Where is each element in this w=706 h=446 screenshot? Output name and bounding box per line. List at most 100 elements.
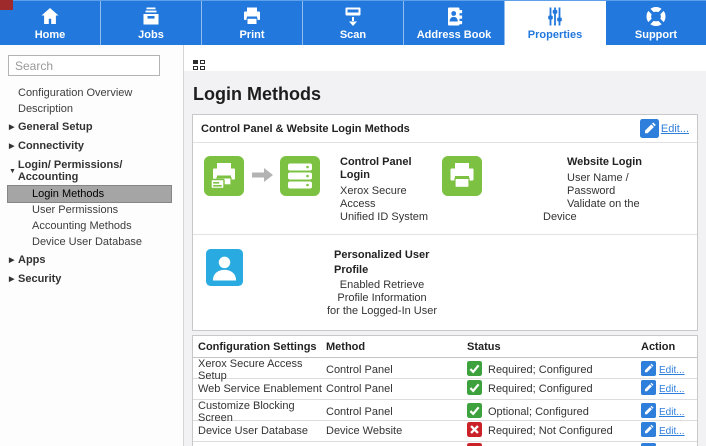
pencil-icon[interactable] bbox=[641, 380, 656, 398]
tab-support[interactable]: Support bbox=[606, 1, 706, 45]
text-line: User Name / bbox=[567, 172, 629, 184]
server-icon bbox=[280, 156, 320, 201]
text-line: Password bbox=[567, 185, 616, 197]
config-table-body: Xerox Secure Access Setup Control Panel Re… bbox=[193, 358, 697, 446]
tab-address-book[interactable]: Address Book bbox=[404, 1, 505, 45]
sidebar-item-login-methods[interactable]: Login Methods bbox=[7, 185, 172, 203]
sidebar-item-security[interactable]: ▶ Security bbox=[8, 269, 183, 288]
row-edit-link[interactable]: Edit... bbox=[659, 425, 685, 437]
method-cell: Control Panel bbox=[326, 364, 393, 376]
printer-card-icon bbox=[204, 156, 244, 201]
printer-green-icon bbox=[442, 156, 482, 201]
home-icon bbox=[38, 6, 62, 27]
status-text: Optional; Configured bbox=[488, 406, 589, 418]
control-panel-login-title: Control Panel Login bbox=[340, 156, 412, 181]
action-cell: Edit... bbox=[641, 361, 697, 379]
sidebar-item-label: Accounting Methods bbox=[32, 220, 132, 232]
search-input[interactable] bbox=[8, 55, 160, 76]
sidebar-item-accounting-methods[interactable]: Accounting Methods bbox=[8, 218, 183, 234]
configuration-table: Configuration Settings Method Status Act… bbox=[192, 335, 698, 446]
sidebar-item-device-user-database[interactable]: Device User Database bbox=[8, 234, 183, 250]
sidebar-item-user-permissions[interactable]: User Permissions bbox=[8, 202, 183, 218]
control-panel-login-text: Control Panel Login Xerox Secure Access … bbox=[340, 156, 436, 224]
panel-edit-button[interactable]: Edit... bbox=[639, 119, 689, 138]
tab-label: Support bbox=[634, 28, 678, 41]
status-cell: Optional; Configured bbox=[467, 403, 641, 421]
table-row: Customize Blocking Screen Control Panel Op… bbox=[193, 400, 697, 424]
page-title: Login Methods bbox=[193, 84, 321, 104]
status-cell: Required; Configured bbox=[467, 361, 641, 379]
sidebar-item-connectivity[interactable]: ▶ Connectivity bbox=[8, 136, 183, 155]
top-nav: Home Jobs Print Scan Address Book Proper… bbox=[0, 0, 706, 45]
panel-header-label: Control Panel & Website Login Methods bbox=[201, 122, 410, 135]
table-row: Xerox Secure Access Setup Control Panel Re… bbox=[193, 358, 697, 382]
tab-scan[interactable]: Scan bbox=[303, 1, 404, 45]
check-filled-icon bbox=[467, 403, 482, 421]
col-header-action: Action bbox=[641, 340, 676, 353]
text-line: Unified ID System bbox=[340, 211, 429, 223]
address-book-icon bbox=[442, 6, 466, 27]
panel-edit-link[interactable]: Edit... bbox=[660, 122, 689, 135]
row-edit-link[interactable]: Edit... bbox=[659, 406, 685, 418]
text-line: Profile Information bbox=[337, 292, 427, 304]
col-header-method: Method bbox=[326, 340, 366, 353]
row-edit-link[interactable]: Edit... bbox=[659, 364, 685, 376]
action-cell: Edit... bbox=[641, 403, 697, 421]
setting-cell: Device User Database bbox=[198, 425, 309, 437]
status-text: Required; Configured bbox=[488, 383, 593, 395]
text-line: Profile bbox=[334, 264, 369, 276]
sidebar-nav: Configuration Overview Description ▶ Genera… bbox=[7, 85, 183, 288]
text-line: Validate on the bbox=[567, 198, 640, 210]
tab-properties[interactable]: Properties bbox=[505, 1, 606, 45]
table-row: Device User Database Device Website Requir… bbox=[193, 421, 697, 442]
chevron-right-icon: ▶ bbox=[9, 276, 15, 283]
setting-cell: Web Service Enablement bbox=[198, 383, 322, 395]
sidebar-item-login-permissions-accounting[interactable]: ▼ Login/ Permissions/ Accounting bbox=[8, 155, 183, 186]
website-login-title: Website Login bbox=[567, 156, 642, 168]
tab-jobs[interactable]: Jobs bbox=[101, 1, 202, 45]
sidebar-item-general-setup[interactable]: ▶ General Setup bbox=[8, 117, 183, 136]
status-cell: Required; Not Configured bbox=[467, 443, 641, 446]
text-line: Enabled Retrieve bbox=[339, 279, 425, 291]
corner-red-artifact bbox=[0, 0, 13, 10]
sidebar-item-label: Description bbox=[18, 103, 74, 115]
col-header-configuration-settings: Configuration Settings bbox=[198, 340, 317, 353]
text-line: for the Logged-In User bbox=[326, 305, 438, 317]
pencil-icon[interactable] bbox=[641, 403, 656, 421]
pencil-icon[interactable] bbox=[641, 422, 656, 440]
check-filled-icon bbox=[467, 380, 482, 398]
sidebar-item-label: Security bbox=[18, 273, 62, 285]
text-line: Access bbox=[340, 198, 376, 210]
chevron-right-icon: ▶ bbox=[9, 257, 15, 264]
tab-label: Address Book bbox=[416, 28, 492, 41]
sidebar-item-configuration-overview[interactable]: Configuration Overview bbox=[8, 85, 183, 101]
tab-home[interactable]: Home bbox=[0, 1, 101, 45]
row-edit-link[interactable]: Edit... bbox=[659, 383, 685, 395]
content-topstrip bbox=[184, 45, 706, 71]
sidebar-item-label: Configuration Overview bbox=[18, 87, 133, 99]
sidebar-item-apps[interactable]: ▶ Apps bbox=[8, 250, 183, 269]
login-methods-panel: Control Panel & Website Login Methods Ed… bbox=[192, 114, 698, 331]
sidebar-item-label: Connectivity bbox=[18, 140, 85, 152]
sidebar-item-description[interactable]: Description bbox=[8, 101, 183, 117]
life-ring-icon bbox=[644, 6, 668, 27]
text-line: Device bbox=[543, 211, 577, 223]
cross-filled-icon bbox=[467, 443, 482, 446]
sidebar-item-label: Login/ Permissions/ Accounting bbox=[17, 159, 123, 183]
login-methods-row: Control Panel Login Xerox Secure Access … bbox=[193, 143, 697, 235]
method-cell: Device Website bbox=[326, 425, 403, 437]
method-cell: Control Panel bbox=[326, 406, 393, 418]
tab-label: Properties bbox=[527, 28, 583, 41]
chevron-down-icon: ▼ bbox=[9, 167, 16, 175]
check-filled-icon bbox=[467, 361, 482, 379]
setting-cell: Customize Blocking Screen bbox=[198, 400, 295, 424]
sidebar-item-label: Apps bbox=[18, 254, 46, 266]
user-profile-icon bbox=[206, 249, 243, 291]
sidebar-item-label: User Permissions bbox=[32, 204, 119, 216]
tab-print[interactable]: Print bbox=[202, 1, 303, 45]
status-cell: Required; Configured bbox=[467, 380, 641, 398]
tab-label: Jobs bbox=[138, 28, 164, 41]
cross-filled-icon bbox=[467, 422, 482, 440]
layout-grid-icon[interactable] bbox=[193, 60, 205, 70]
pencil-icon[interactable] bbox=[641, 361, 656, 379]
